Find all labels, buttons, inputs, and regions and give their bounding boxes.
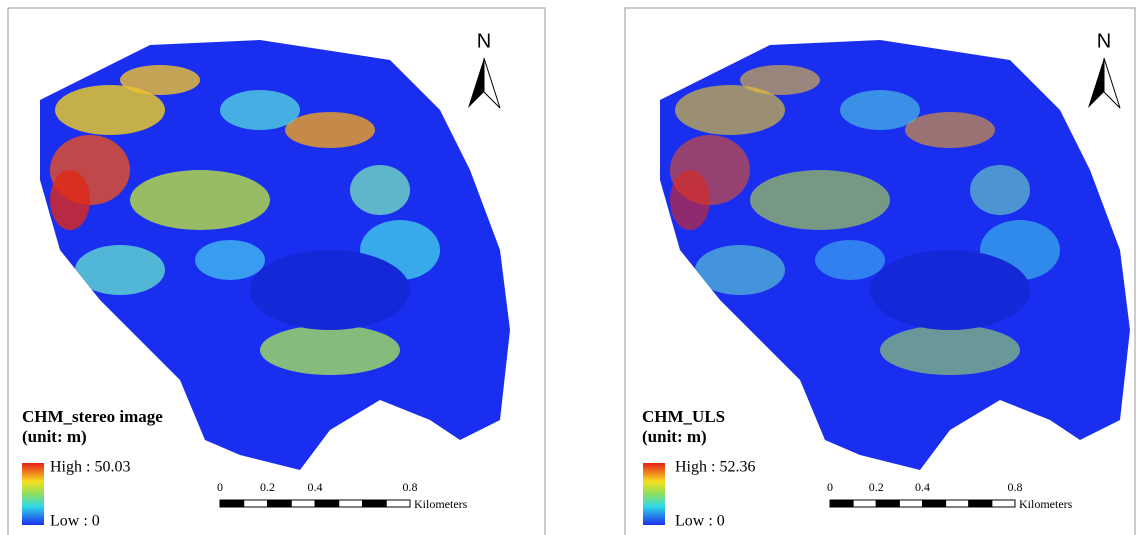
scale-label: 0.4	[915, 480, 930, 494]
canopy-patch	[670, 170, 710, 230]
canopy-patch	[740, 65, 820, 95]
legend-unit: (unit: m)	[22, 427, 87, 446]
north-arrow	[1104, 58, 1120, 108]
scale-label: 0.8	[403, 480, 418, 494]
scale-label: 0.2	[260, 480, 275, 494]
north-label: N	[1097, 30, 1111, 52]
legend-high: High : 52.36	[675, 459, 755, 476]
canopy-patch	[970, 165, 1030, 215]
scale-unit: Kilometers	[1019, 497, 1073, 511]
canopy-patch	[285, 112, 375, 148]
scale-segment	[386, 500, 410, 507]
canopy-patch	[750, 170, 890, 230]
scale-label: 0	[827, 480, 833, 494]
canopy-patch	[220, 90, 300, 130]
scale-segment	[220, 500, 244, 507]
scale-segment	[923, 500, 946, 507]
scale-segment	[244, 500, 268, 507]
scale-segment	[899, 500, 922, 507]
scale-unit: Kilometers	[414, 497, 468, 511]
low-area	[870, 250, 1030, 330]
map: N	[40, 30, 510, 470]
scale-label: 0.8	[1008, 480, 1023, 494]
scale-segment	[291, 500, 315, 507]
low-area	[250, 250, 410, 330]
legend-title: CHM_stereo image	[22, 407, 163, 426]
scale-segment	[363, 500, 387, 507]
map: N	[660, 30, 1130, 470]
scale-segment	[339, 500, 363, 507]
scale-label: 0.2	[869, 480, 884, 494]
scale-label: 0.4	[308, 480, 323, 494]
map-panel: N CHM_ULS(unit: m) High : 52.36 Low : 0 0 0.2…	[625, 8, 1135, 535]
canopy-patch	[75, 245, 165, 295]
canopy-patch	[120, 65, 200, 95]
scale-segment	[992, 500, 1015, 507]
scale-segment	[969, 500, 992, 507]
scale-label: 0	[217, 480, 223, 494]
legend-unit: (unit: m)	[642, 427, 707, 446]
scale-segment	[830, 500, 853, 507]
scale-segment	[853, 500, 876, 507]
legend-low: Low : 0	[50, 513, 100, 530]
legend-low: Low : 0	[675, 513, 725, 530]
north-arrow	[468, 58, 484, 108]
canopy-patch	[195, 240, 265, 280]
color-ramp	[643, 463, 665, 525]
north-arrow	[484, 58, 500, 108]
canopy-patch	[260, 325, 400, 375]
scale-segment	[946, 500, 969, 507]
canopy-patch	[350, 165, 410, 215]
legend-title: CHM_ULS	[642, 407, 725, 426]
map-panel: N CHM_stereo image(unit: m) High : 50.03 Lo…	[8, 8, 545, 535]
legend-high: High : 50.03	[50, 459, 130, 476]
canopy-patch	[130, 170, 270, 230]
color-ramp	[22, 463, 44, 525]
figure: NCHM_stereo image(unit: m)High : 50.03Lo…	[0, 0, 1138, 535]
canopy-patch	[840, 90, 920, 130]
canopy-patch	[880, 325, 1020, 375]
north-label: N	[477, 30, 491, 52]
canopy-patch	[695, 245, 785, 295]
scale-segment	[268, 500, 292, 507]
canopy-patch	[50, 170, 90, 230]
scale-segment	[315, 500, 339, 507]
scale-segment	[876, 500, 899, 507]
north-arrow	[1088, 58, 1104, 108]
canopy-patch	[905, 112, 995, 148]
canopy-patch	[815, 240, 885, 280]
